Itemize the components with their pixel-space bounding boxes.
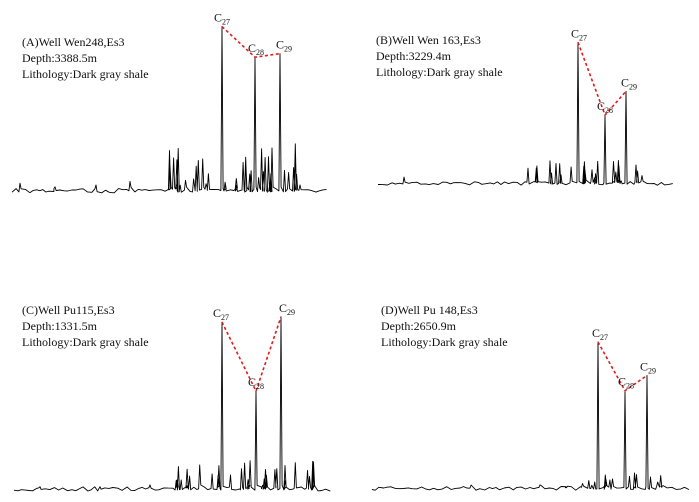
panel-c-title: (C)Well Pu115,Es3 <box>22 303 115 317</box>
panel-a-depth: Depth:3388.5m <box>22 51 98 65</box>
panel-a-peak-label-c27: C27 <box>214 11 230 27</box>
panel-c: (C)Well Pu115,Es3 Depth:1331.5m Litholog… <box>0 251 349 502</box>
panel-d-title: (D)Well Pu 148,Es3 <box>381 303 478 317</box>
panel-b-depth: Depth:3229.4m <box>376 49 452 63</box>
panel-c-peak-label-c28: C28 <box>248 375 264 391</box>
panel-b-c27-c29-pattern <box>577 42 627 117</box>
panel-c-peak-label-c29: C29 <box>279 301 295 317</box>
panel-a-title: (A)Well Wen248,Es3 <box>22 35 125 49</box>
panel-a-c27-c29-pattern <box>221 26 281 59</box>
panel-b-plot: (B)Well Wen 163,Es3 Depth:3229.4m Lithol… <box>376 26 673 186</box>
panel-a-plot: (A)Well Wen248,Es3 Depth:3388.5m Litholo… <box>11 11 327 194</box>
panel-d-plot: (D)Well Pu 148,Es3 Depth:2650.9m Litholo… <box>371 303 690 491</box>
panel-b-trace <box>377 41 673 186</box>
panel-c-trace <box>13 316 331 492</box>
panel-c-c27-c29-pattern <box>221 316 282 394</box>
panel-b: (B)Well Wen 163,Es3 Depth:3229.4m Lithol… <box>350 0 699 251</box>
panel-b-lithology: Lithology:Dark gray shale <box>376 65 503 79</box>
panel-d-c27-c29-pattern <box>597 341 648 392</box>
panel-b-title: (B)Well Wen 163,Es3 <box>376 33 481 47</box>
panel-d-peak-label-c27: C27 <box>592 326 608 342</box>
panel-d: (D)Well Pu 148,Es3 Depth:2650.9m Litholo… <box>350 251 699 502</box>
panel-b-peak-label-c28: C28 <box>597 99 613 115</box>
panel-d-depth: Depth:2650.9m <box>381 319 457 333</box>
panel-d-trace <box>371 341 690 491</box>
panel-b-peak-label-c27: C27 <box>571 26 587 42</box>
panel-d-lithology: Lithology:Dark gray shale <box>381 335 508 349</box>
panel-d-peak-label-c28: C28 <box>618 375 634 391</box>
panel-c-depth: Depth:1331.5m <box>22 319 98 333</box>
panel-c-peak-label-c27: C27 <box>213 306 229 322</box>
panel-c-lithology: Lithology:Dark gray shale <box>22 335 149 349</box>
panel-c-plot: (C)Well Pu115,Es3 Depth:1331.5m Litholog… <box>13 301 331 492</box>
panel-a-trace <box>11 26 327 194</box>
panel-a: (A)Well Wen248,Es3 Depth:3388.5m Litholo… <box>0 0 349 251</box>
panel-d-peak-label-c29: C29 <box>640 360 656 376</box>
panel-b-peak-label-c29: C29 <box>621 75 637 91</box>
panel-a-peak-label-c28: C28 <box>248 41 264 57</box>
panel-a-lithology: Lithology:Dark gray shale <box>22 67 149 81</box>
panel-a-peak-label-c29: C29 <box>276 38 292 54</box>
